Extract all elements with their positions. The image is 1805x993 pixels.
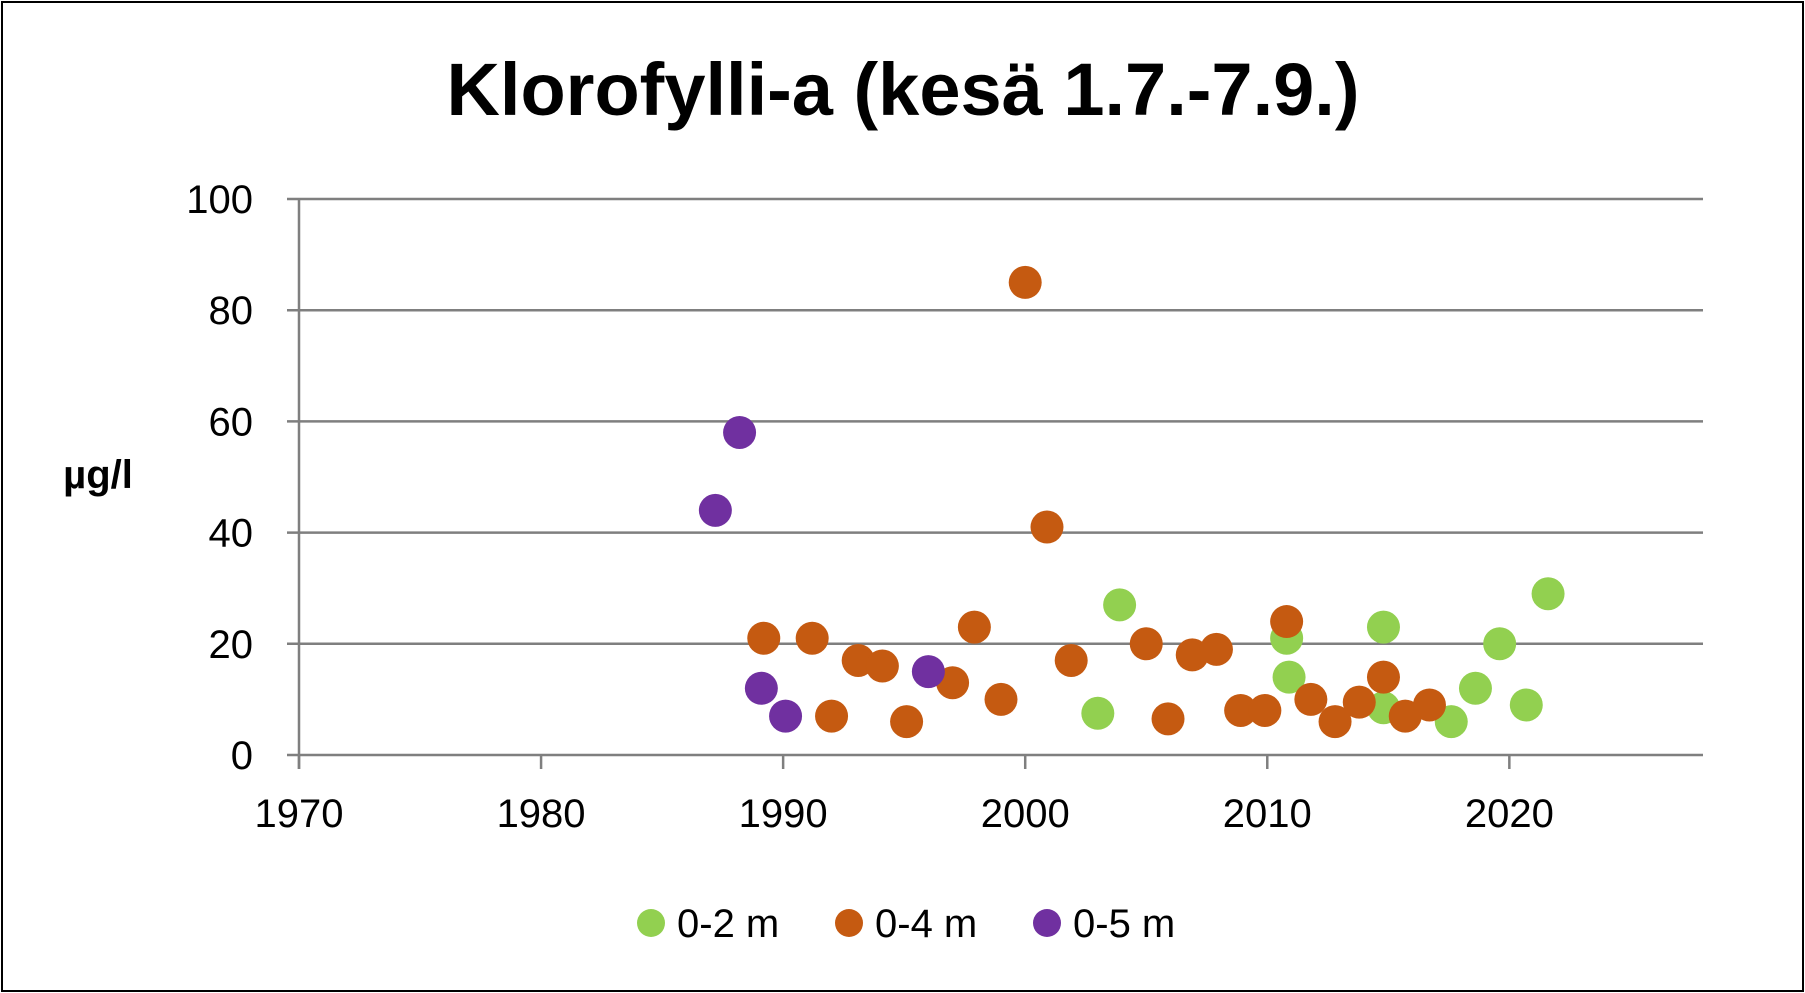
y-tick-label: 80 xyxy=(209,289,254,333)
data-point xyxy=(1272,660,1306,694)
legend-marker xyxy=(637,909,665,937)
data-point xyxy=(1270,605,1304,639)
data-point xyxy=(1412,688,1446,722)
legend-label: 0-4 m xyxy=(875,902,977,946)
data-point xyxy=(957,610,991,644)
x-tick-label: 2000 xyxy=(981,792,1070,836)
data-point xyxy=(1483,627,1517,661)
series-1 xyxy=(747,265,1446,739)
data-point xyxy=(1054,643,1088,677)
data-point xyxy=(1103,588,1137,622)
data-point xyxy=(744,671,778,705)
x-tick-label: 1980 xyxy=(497,792,586,836)
data-point xyxy=(1081,696,1115,730)
data-point xyxy=(1531,577,1565,611)
data-point xyxy=(1129,627,1163,661)
y-tick-label: 20 xyxy=(209,623,254,667)
data-point xyxy=(1151,702,1185,736)
data-point xyxy=(984,682,1018,716)
y-tick-label: 0 xyxy=(231,734,253,778)
y-tick-label: 100 xyxy=(186,178,253,222)
data-point xyxy=(815,699,849,733)
gridlines xyxy=(287,197,1703,646)
scatter-chart: Klorofylli-a (kesä 1.7.-7.9.) µg/l 0 20 40… xyxy=(63,48,1703,946)
data-point xyxy=(890,705,924,739)
data-point xyxy=(1030,510,1064,544)
x-tick-label: 2010 xyxy=(1223,792,1312,836)
data-point xyxy=(1224,694,1258,728)
x-tick-label: 1970 xyxy=(255,792,344,836)
legend-marker xyxy=(835,909,863,937)
legend-marker xyxy=(1033,909,1061,937)
data-point xyxy=(795,621,829,655)
legend: 0-2 m 0-4 m 0-5 m xyxy=(637,902,1175,946)
data-point xyxy=(747,621,781,655)
data-point xyxy=(1366,610,1400,644)
y-axis-label: µg/l xyxy=(63,453,133,497)
data-point xyxy=(698,493,732,527)
chart-title: Klorofylli-a (kesä 1.7.-7.9.) xyxy=(446,48,1359,131)
data-point xyxy=(769,699,803,733)
axes: 0 20 40 60 80 100 1970 1980 1990 2000 2010 2020 xyxy=(186,178,1703,836)
data-point xyxy=(865,649,899,683)
data-point xyxy=(1008,265,1042,299)
y-tick-label: 60 xyxy=(209,400,254,444)
data-point xyxy=(1294,682,1328,716)
data-point xyxy=(1342,685,1376,719)
data-point xyxy=(1366,660,1400,694)
data-point xyxy=(911,655,945,689)
legend-label: 0-5 m xyxy=(1073,902,1175,946)
data-point xyxy=(1248,694,1282,728)
data-point xyxy=(1509,688,1543,722)
legend-label: 0-2 m xyxy=(677,902,779,946)
data-point xyxy=(1318,705,1352,739)
data-points xyxy=(698,265,1565,739)
x-tick-label: 2020 xyxy=(1465,792,1554,836)
y-tick-label: 40 xyxy=(209,512,254,556)
data-point xyxy=(723,416,757,450)
data-point xyxy=(1199,632,1233,666)
series-2 xyxy=(698,416,945,733)
data-point xyxy=(1458,671,1492,705)
x-tick-label: 1990 xyxy=(739,792,828,836)
